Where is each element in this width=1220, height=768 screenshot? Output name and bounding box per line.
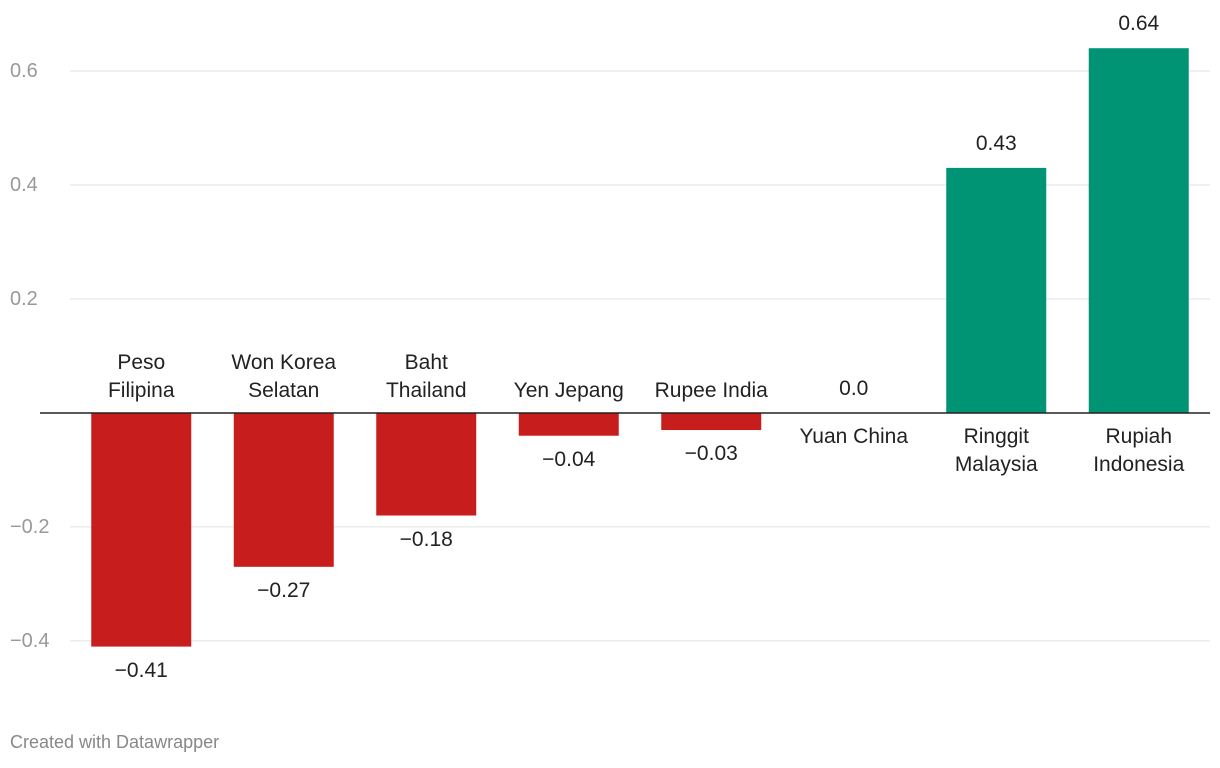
bar bbox=[518, 412, 619, 436]
y-tick-label: 0.4 bbox=[10, 173, 38, 196]
bar bbox=[233, 412, 334, 567]
x-tick-label: Yen Jepang bbox=[513, 378, 624, 402]
value-label: −0.18 bbox=[399, 527, 453, 551]
footer: Created with Datawrapper bbox=[10, 732, 220, 752]
y-tick-label: 0.2 bbox=[10, 287, 38, 310]
bar bbox=[661, 412, 762, 431]
value-label: 0.64 bbox=[1118, 12, 1160, 36]
value-label: −0.04 bbox=[542, 447, 596, 471]
value-label: −0.27 bbox=[257, 578, 311, 602]
value-label: 0.43 bbox=[975, 131, 1017, 155]
x-tick-label: Ringgit Malaysia bbox=[954, 424, 1038, 476]
value-label: −0.41 bbox=[114, 658, 168, 682]
bar bbox=[376, 412, 477, 516]
x-tick-label: Rupee India bbox=[654, 378, 768, 402]
bar bbox=[91, 412, 192, 647]
value-label: −0.03 bbox=[684, 442, 738, 466]
x-tick-label: Baht Thailand bbox=[385, 350, 467, 402]
x-tick-label: Rupiah Indonesia bbox=[1093, 424, 1185, 476]
y-tick-label: −0.4 bbox=[10, 629, 50, 652]
bar bbox=[1088, 48, 1189, 413]
y-tick-label: −0.2 bbox=[10, 515, 50, 538]
y-tick-label: 0.6 bbox=[10, 59, 38, 82]
x-tick-label: Won Korea Selatan bbox=[231, 350, 337, 402]
x-tick-label: Peso Filipina bbox=[107, 350, 175, 402]
value-label: 0.0 bbox=[839, 376, 869, 400]
bar bbox=[946, 167, 1047, 413]
x-tick-label: Yuan China bbox=[799, 424, 909, 448]
